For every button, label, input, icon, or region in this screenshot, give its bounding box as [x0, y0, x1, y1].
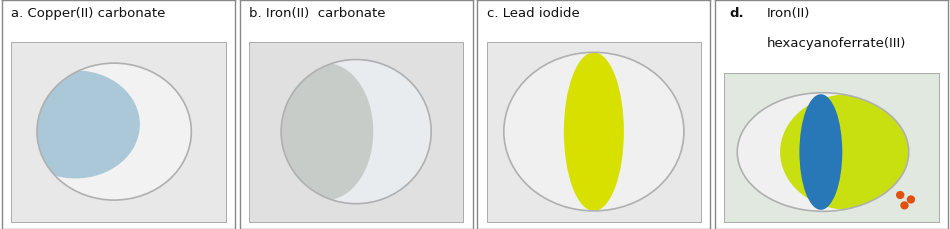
Ellipse shape [504, 52, 684, 211]
Ellipse shape [799, 94, 843, 210]
Bar [11, 41, 226, 222]
Ellipse shape [780, 94, 918, 210]
Circle shape [906, 195, 915, 204]
Text: a. Copper(II) carbonate: a. Copper(II) carbonate [11, 7, 165, 20]
Ellipse shape [11, 70, 140, 178]
Bar [249, 41, 464, 222]
Ellipse shape [279, 63, 373, 200]
Bar [724, 74, 939, 222]
Text: Iron(II): Iron(II) [767, 7, 809, 20]
Ellipse shape [37, 63, 191, 200]
Ellipse shape [281, 60, 431, 204]
Text: d.: d. [729, 7, 744, 20]
Text: b. Iron(II)  carbonate: b. Iron(II) carbonate [249, 7, 386, 20]
Ellipse shape [737, 93, 909, 211]
Ellipse shape [281, 60, 431, 204]
Bar [486, 41, 701, 222]
Ellipse shape [37, 63, 191, 200]
Ellipse shape [504, 52, 684, 211]
Circle shape [901, 201, 908, 210]
Text: hexacyanoferrate(III): hexacyanoferrate(III) [767, 37, 905, 50]
Ellipse shape [737, 93, 909, 211]
Text: c. Lead iodide: c. Lead iodide [486, 7, 580, 20]
Ellipse shape [564, 52, 624, 211]
Circle shape [896, 191, 904, 199]
Ellipse shape [737, 93, 909, 211]
